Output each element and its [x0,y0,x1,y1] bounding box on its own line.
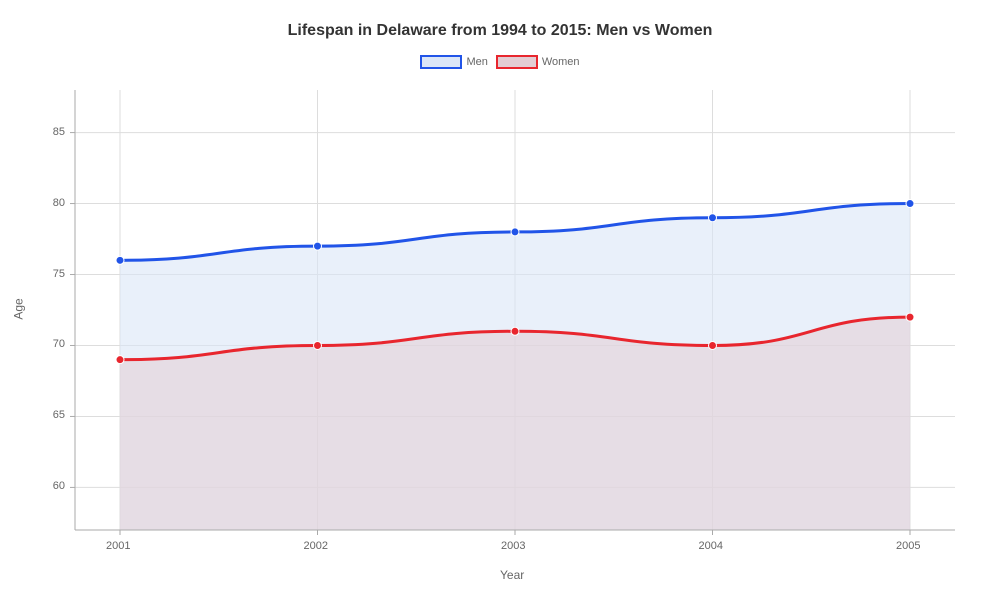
x-tick-label: 2005 [896,540,920,552]
chart-container: Lifespan in Delaware from 1994 to 2015: … [0,0,1000,600]
x-tick-label: 2004 [699,540,723,552]
y-tick-label: 80 [53,197,65,209]
x-tick-label: 2002 [304,540,328,552]
y-tick-label: 70 [53,338,65,350]
y-tick-label: 65 [53,409,65,421]
x-tick-label: 2003 [501,540,525,552]
x-axis-label: Year [500,568,524,582]
x-tick-label: 2001 [106,540,130,552]
y-tick-label: 75 [53,268,65,280]
y-tick-label: 85 [53,126,65,138]
plot-area [0,0,1000,600]
y-axis-label: Age [12,298,26,319]
y-tick-label: 60 [53,480,65,492]
